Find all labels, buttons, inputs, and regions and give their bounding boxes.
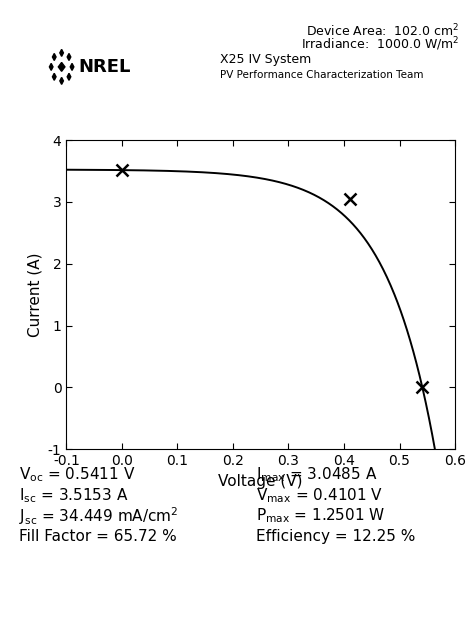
Text: Efficiency = 12.25 %: Efficiency = 12.25 % xyxy=(256,529,415,544)
Text: P$_{\rm max}$ = 1.2501 W: P$_{\rm max}$ = 1.2501 W xyxy=(256,506,385,526)
Text: PV Performance Characterization Team: PV Performance Characterization Team xyxy=(220,69,424,80)
Text: J$_{\rm sc}$ = 34.449 mA/cm$^2$: J$_{\rm sc}$ = 34.449 mA/cm$^2$ xyxy=(19,505,179,527)
Text: Fill Factor = 65.72 %: Fill Factor = 65.72 % xyxy=(19,529,177,544)
X-axis label: Voltage (V): Voltage (V) xyxy=(219,473,303,489)
Text: V$_{\rm oc}$ = 0.5411 V: V$_{\rm oc}$ = 0.5411 V xyxy=(19,465,136,484)
Text: V$_{\rm max}$ = 0.4101 V: V$_{\rm max}$ = 0.4101 V xyxy=(256,486,383,505)
Text: I$_{\rm max}$ = 3.0485 A: I$_{\rm max}$ = 3.0485 A xyxy=(256,465,377,484)
Text: X25 IV System: X25 IV System xyxy=(220,53,312,66)
Text: Irradiance:  1000.0 W/m$^2$: Irradiance: 1000.0 W/m$^2$ xyxy=(301,35,460,53)
Text: I$_{\rm sc}$ = 3.5153 A: I$_{\rm sc}$ = 3.5153 A xyxy=(19,486,128,505)
Y-axis label: Current (A): Current (A) xyxy=(27,252,42,337)
Text: Device Area:  102.0 cm$^2$: Device Area: 102.0 cm$^2$ xyxy=(306,22,460,39)
Text: NREL: NREL xyxy=(79,58,131,76)
